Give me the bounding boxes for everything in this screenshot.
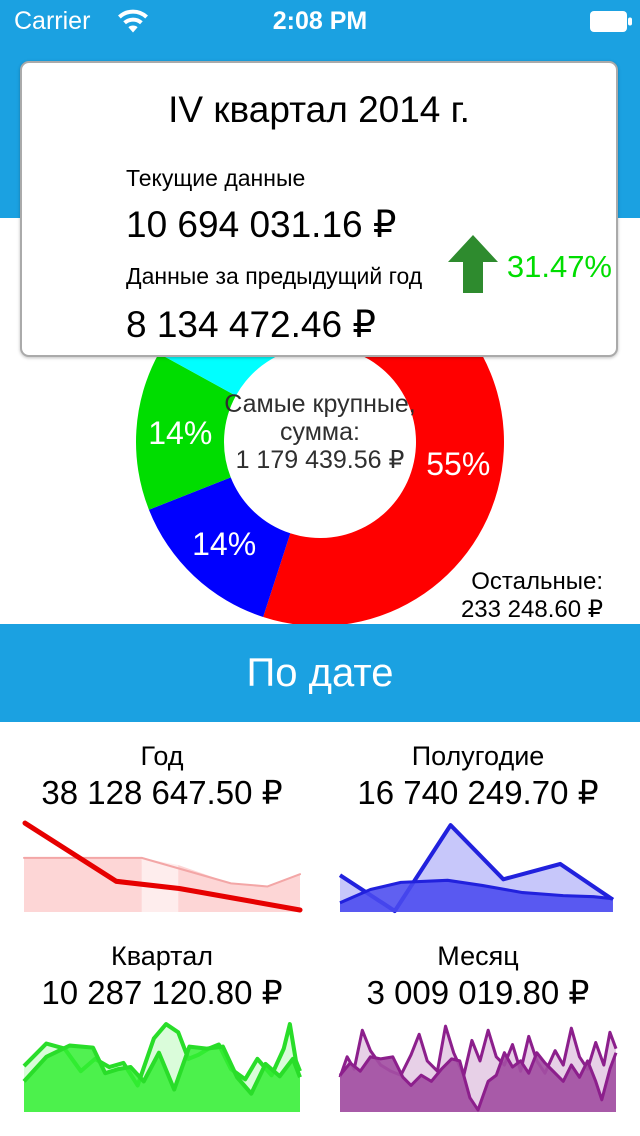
current-data-value: 10 694 031.16 ₽ (126, 204, 397, 245)
tile-year-value: 38 128 647.50 ₽ (41, 774, 283, 811)
current-data-swatch (40, 169, 106, 245)
card-title: IV квартал 2014 г. (168, 89, 470, 130)
tile-year-label: Год (140, 741, 184, 771)
tile-quarter[interactable]: Квартал 10 287 120.80 ₽ (22, 940, 302, 1112)
month-series-fill (340, 1052, 616, 1112)
donut-center-label: Самые крупные, сумма: 1 179 439.56 ₽ (215, 390, 425, 474)
tile-halfyear-value: 16 740 249.70 ₽ (357, 774, 599, 811)
year-series-line (22, 856, 302, 888)
donut-segment[interactable] (136, 353, 236, 510)
quarter-series-line (22, 1043, 302, 1096)
current-data-label: Текущие данные (126, 165, 306, 191)
tile-month-value: 3 009 019.80 ₽ (366, 974, 590, 1011)
clock: 2:08 PM (272, 7, 368, 35)
year-series-line (22, 820, 303, 913)
donut-percent-label: 55% (426, 446, 490, 482)
summary-card: IV квартал 2014 г. Текущие данные 10 694… (20, 61, 618, 357)
battery-icon (590, 11, 632, 37)
quarter-series-fill (24, 1045, 300, 1112)
previous-data-value: 8 134 472.46 ₽ (126, 304, 376, 345)
status-bar: Carrier 2:08 PM (0, 0, 640, 42)
year-series-fill (24, 857, 142, 912)
others-annotation: Остальные: 233 248.60 ₽ (461, 568, 603, 624)
quarter-chart[interactable] (22, 1018, 302, 1112)
donut-percent-label: 14% (148, 415, 212, 451)
halfyear-series-fill (340, 880, 613, 912)
tile-month[interactable]: Месяц 3 009 019.80 ₽ (338, 940, 618, 1112)
month-series-line (338, 1051, 618, 1112)
up-arrow-icon (448, 235, 498, 298)
donut-center-line1: Самые крупные, (224, 390, 416, 418)
tile-halfyear[interactable]: Полугодие 16 740 249.70 ₽ (338, 740, 616, 914)
change-percent: 31.47% (506, 249, 612, 284)
tile-month-label: Месяц (437, 941, 519, 971)
year-chart[interactable] (22, 818, 303, 913)
by-date-banner[interactable]: По дате (0, 624, 640, 722)
previous-data-swatch (40, 267, 106, 343)
donut-segment[interactable] (148, 477, 291, 617)
wifi-icon (116, 9, 150, 40)
donut-percent-label: 14% (192, 526, 256, 562)
halfyear-series-line (339, 878, 614, 905)
carrier-label: Carrier (14, 7, 91, 35)
donut-center-line3: 1 179 439.56 ₽ (235, 446, 405, 474)
donut-center-line2: сумма: (280, 418, 360, 446)
others-label: Остальные: (471, 568, 603, 595)
others-value: 233 248.60 ₽ (460, 596, 603, 623)
tile-quarter-value: 10 287 120.80 ₽ (41, 974, 283, 1011)
halfyear-series-fill (340, 825, 613, 912)
tile-year[interactable]: Год 38 128 647.50 ₽ (22, 740, 303, 913)
tile-halfyear-label: Полугодие (411, 741, 545, 771)
halfyear-chart[interactable] (338, 818, 616, 914)
tile-quarter-label: Квартал (110, 941, 214, 971)
previous-data-label: Данные за предыдущий год (126, 263, 423, 289)
month-chart[interactable] (338, 1018, 618, 1112)
